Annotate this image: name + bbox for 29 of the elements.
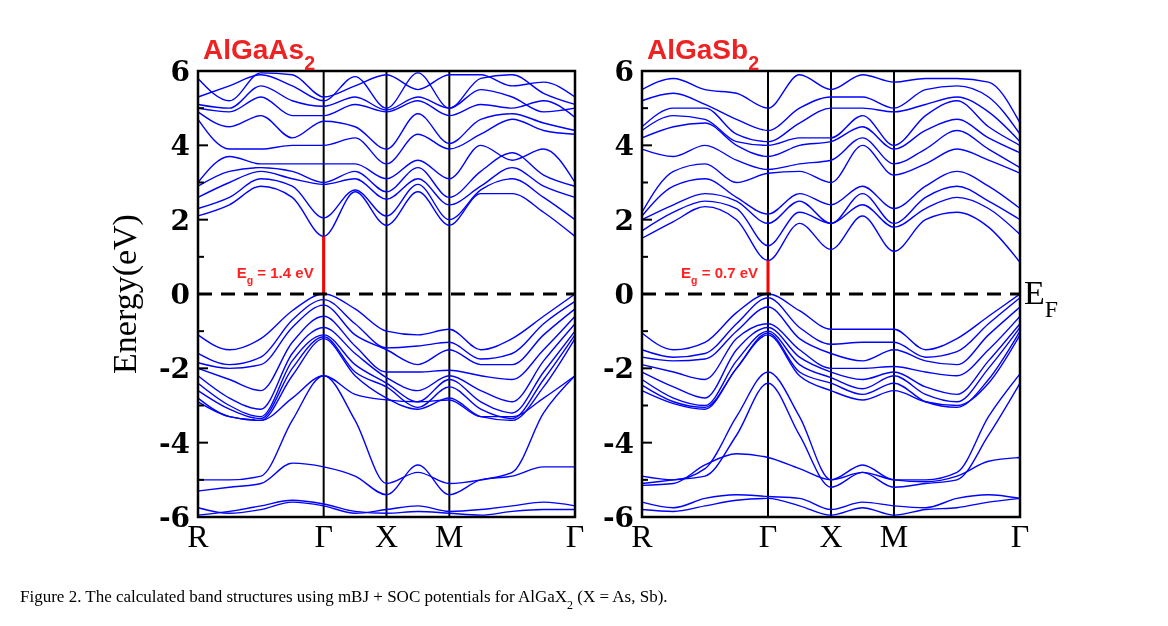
y-tick-label: 2 <box>614 203 634 237</box>
x-tick-label: Γ <box>565 518 585 554</box>
y-tick-label: 6 <box>170 55 190 88</box>
y-tick-label: -6 <box>158 501 190 534</box>
y-tick-label: -2 <box>602 352 634 386</box>
y-tick-label: 0 <box>614 278 634 311</box>
chart-title: AlGaSb$_{2}$ <box>647 34 760 74</box>
y-axis-title: Energy(eV) <box>106 214 144 374</box>
x-tick-label: M <box>435 518 464 554</box>
annotation: E$_{g}$ = 0.7 eV <box>681 264 758 286</box>
y-tick-label: 0 <box>170 278 190 311</box>
x-tick-label: Γ <box>758 518 778 554</box>
x-tick-label: X <box>819 518 843 554</box>
annotation: E$_{g}$ = 1.4 eV <box>236 264 314 286</box>
y-tick-label: 4 <box>614 129 634 163</box>
chart-title: AlGaAs$_{2}$ <box>203 34 316 74</box>
x-tick-label: Γ <box>1010 518 1030 554</box>
y-tick-label: 4 <box>170 129 190 163</box>
y-tick-label: -4 <box>602 426 634 460</box>
y-tick-label: 6 <box>614 55 634 88</box>
x-tick-label: M <box>879 518 909 554</box>
caption: Figure 2. The calculated band structures using mBJ + SOC potentials for AlGaX$_{2}$ (X = As, Sb). <box>20 587 668 612</box>
ref-line-label: E$_{F}$ <box>1024 274 1059 322</box>
x-tick-label: Γ <box>314 518 333 554</box>
x-tick-label: X <box>374 518 399 554</box>
y-tick-label: 2 <box>170 203 190 237</box>
y-tick-label: -6 <box>602 501 634 534</box>
y-tick-label: -2 <box>158 352 190 386</box>
y-tick-label: -4 <box>158 426 190 460</box>
